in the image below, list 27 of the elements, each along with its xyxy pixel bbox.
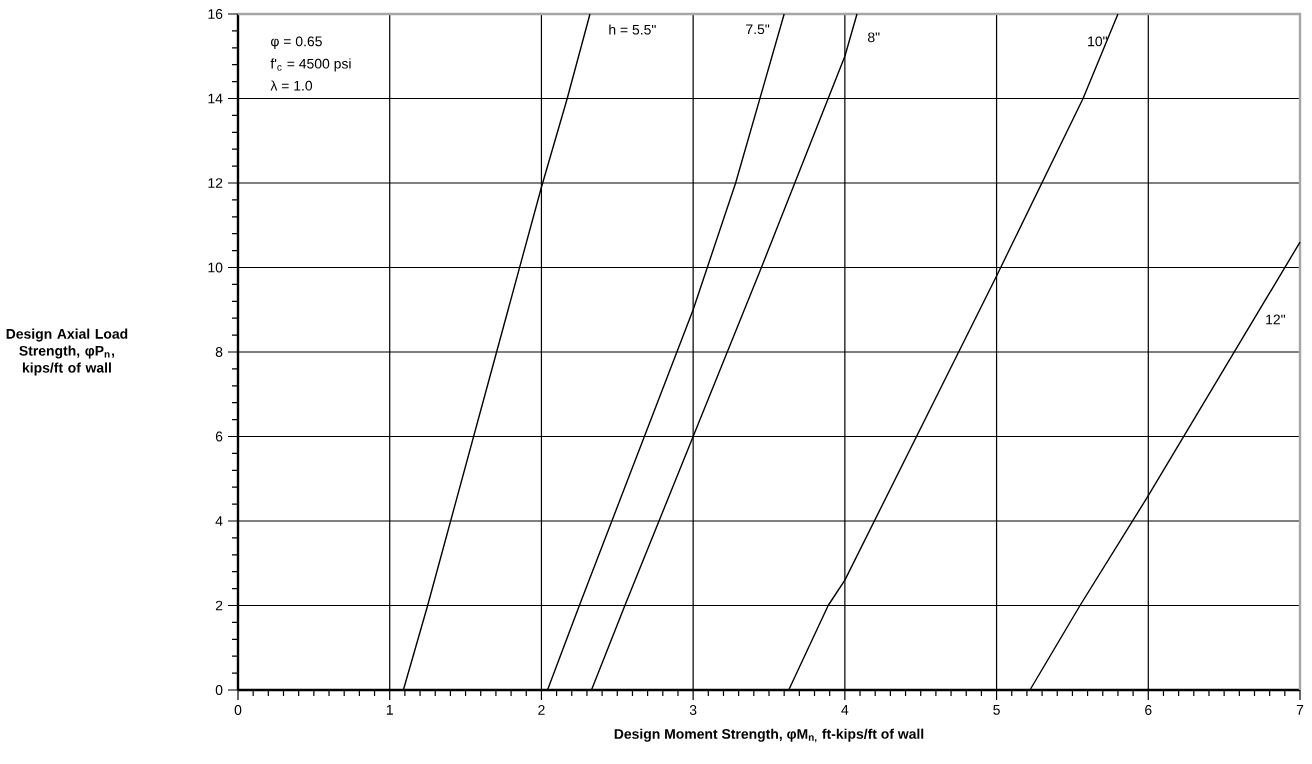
y-tick-label: 16 [208,9,223,19]
x-tick-label: 7 [1296,705,1304,715]
y-tick-label: 10 [208,262,223,273]
y-tick-label: 0 [215,685,223,695]
series-label: h = 5.5" [609,24,656,35]
y-tick-label: 14 [208,93,223,104]
series-label: 10" [1088,36,1107,47]
annotation: φ = 0.65 [270,36,322,50]
series-label: 7.5" [746,24,770,35]
y-tick-label: 8 [215,347,223,357]
y-tick-label: 12 [208,178,223,188]
x-tick-label: 6 [1145,705,1152,715]
annotation: λ = 1.0 [270,80,313,91]
x-tick-label: 1 [386,705,393,715]
y-tick-label: 6 [215,431,223,442]
series-label: 12" [1266,314,1285,325]
x-tick-label: 0 [234,705,242,715]
x-tick-label: 4 [841,705,849,715]
text: Design Moment Strength, φM$_{n,}$ ft-kips/ft of wall [614,728,924,743]
x-tick-label: 3 [689,705,697,715]
text: Design Axial Load Strength, φP$_{n}$, kips/ft of wall [6,328,128,376]
x-tick-label: 5 [993,705,1000,715]
x-tick-label: 2 [538,705,545,715]
y-tick-label: 2 [215,600,223,611]
y-tick-label: 4 [215,516,223,526]
series-label: 8" [867,32,880,43]
annotation: f'$_{c}$ = 4500 psi [270,58,351,72]
